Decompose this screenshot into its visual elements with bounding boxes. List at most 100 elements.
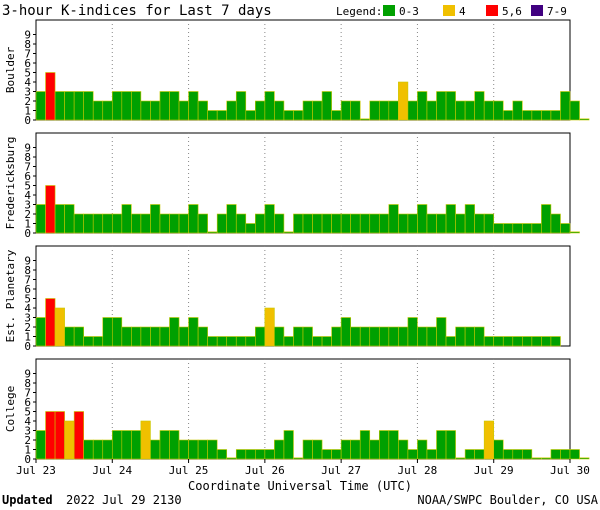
bar-boulder-45 [464,100,475,121]
bar-boulder-9 [121,91,132,121]
legend-swatch-0-3 [383,5,395,16]
y-tick-label: 5 [24,293,31,306]
bar-college-33 [350,439,361,460]
legend-swatch-4 [443,5,455,16]
bar-fredericksburg-25 [274,213,285,234]
y-tick-label: 2 [24,208,31,221]
bar-boulder-25 [274,100,285,121]
bar-boulder-17 [197,100,208,121]
bar-college-38 [398,439,409,460]
bar-est-planetary-10 [131,326,142,347]
bar-college-23 [255,449,266,460]
bar-college-49 [502,449,514,460]
bar-est-planetary-17 [197,326,208,347]
bar-est-planetary-46 [474,326,485,347]
bar-est-planetary-8 [111,317,123,347]
bar-fredericksburg-6 [92,213,104,234]
y-tick-label: 6 [24,57,31,70]
bar-boulder-28 [302,100,313,121]
bar-est-planetary-40 [417,326,428,347]
bar-college-0 [35,430,46,460]
y-tick-label: 2 [24,95,31,108]
bar-fredericksburg-0 [35,204,46,234]
bar-college-6 [92,439,104,460]
bar-boulder-40 [417,91,428,121]
bar-est-planetary-45 [464,326,475,347]
y-tick-label: 3 [24,199,31,212]
station-label-college: College [4,386,17,432]
bar-college-42 [436,430,447,460]
bar-boulder-15 [178,100,189,121]
bar-boulder-22 [245,110,256,121]
bar-fredericksburg-39 [407,213,418,234]
bar-college-20 [226,457,237,460]
y-tick-label: 1 [24,105,31,118]
bar-boulder-24 [264,91,275,121]
y-tick-label: 0 [24,227,31,240]
bar-fredericksburg-48 [493,223,504,234]
bar-fredericksburg-18 [207,231,218,234]
bar-college-37 [388,430,399,460]
bar-est-planetary-32 [340,317,351,347]
legend-text-0-3: 0-3 [399,5,419,18]
bar-boulder-52 [531,110,542,121]
bar-boulder-13 [159,91,170,121]
bar-college-30 [321,449,332,460]
bar-est-planetary-53 [541,336,552,347]
bar-fredericksburg-31 [331,213,342,234]
bar-fredericksburg-44 [455,213,466,234]
bar-boulder-42 [436,91,447,121]
bar-est-planetary-54 [550,336,561,347]
x-tick-label-jul-23: Jul 23 [16,464,56,477]
bar-college-10 [131,430,142,460]
bar-fredericksburg-11 [140,213,151,234]
bar-college-27 [293,457,304,460]
x-tick-label-jul-30: Jul 30 [550,464,590,477]
bar-est-planetary-52 [531,336,542,347]
bar-boulder-26 [283,110,294,121]
bar-college-48 [493,439,504,460]
bar-est-planetary-30 [321,336,332,347]
bar-college-35 [369,439,380,460]
bar-est-planetary-36 [378,326,390,347]
bar-boulder-27 [293,110,304,121]
bar-est-planetary-6 [92,336,104,347]
y-tick-label: 2 [24,321,31,334]
bar-fredericksburg-51 [522,223,533,234]
bar-college-3 [64,420,75,460]
bar-est-planetary-26 [283,336,294,347]
bar-college-45 [464,449,475,460]
bar-fredericksburg-2 [54,204,65,234]
bar-est-planetary-49 [502,336,514,347]
bar-est-planetary-31 [331,326,342,347]
bar-boulder-38 [398,81,409,121]
y-tick-label: 4 [24,415,31,428]
bar-boulder-41 [426,100,437,121]
x-tick-label-jul-29: Jul 29 [474,464,514,477]
bar-boulder-6 [92,100,104,121]
y-tick-label: 7 [24,387,31,400]
bar-college-56 [569,449,580,460]
bar-est-planetary-47 [483,336,495,347]
legend-text-7-9: 7-9 [547,5,567,18]
legend-label: Legend: [336,5,382,18]
y-tick-label: 7 [24,274,31,287]
bar-fredericksburg-47 [483,213,495,234]
y-tick-label: 0 [24,453,31,466]
bar-college-55 [560,449,571,460]
bar-boulder-5 [83,91,94,121]
x-axis-label: Coordinate Universal Time (UTC) [188,479,412,493]
y-tick-label: 1 [24,444,31,457]
bar-est-planetary-15 [178,326,189,347]
bar-boulder-1 [45,72,56,121]
bar-college-47 [483,420,495,460]
bar-college-26 [283,430,294,460]
bar-fredericksburg-26 [283,231,294,234]
bar-college-50 [512,449,523,460]
bar-boulder-29 [312,100,323,121]
bar-fredericksburg-1 [45,185,56,234]
bar-fredericksburg-38 [398,213,409,234]
bar-college-15 [178,439,189,460]
